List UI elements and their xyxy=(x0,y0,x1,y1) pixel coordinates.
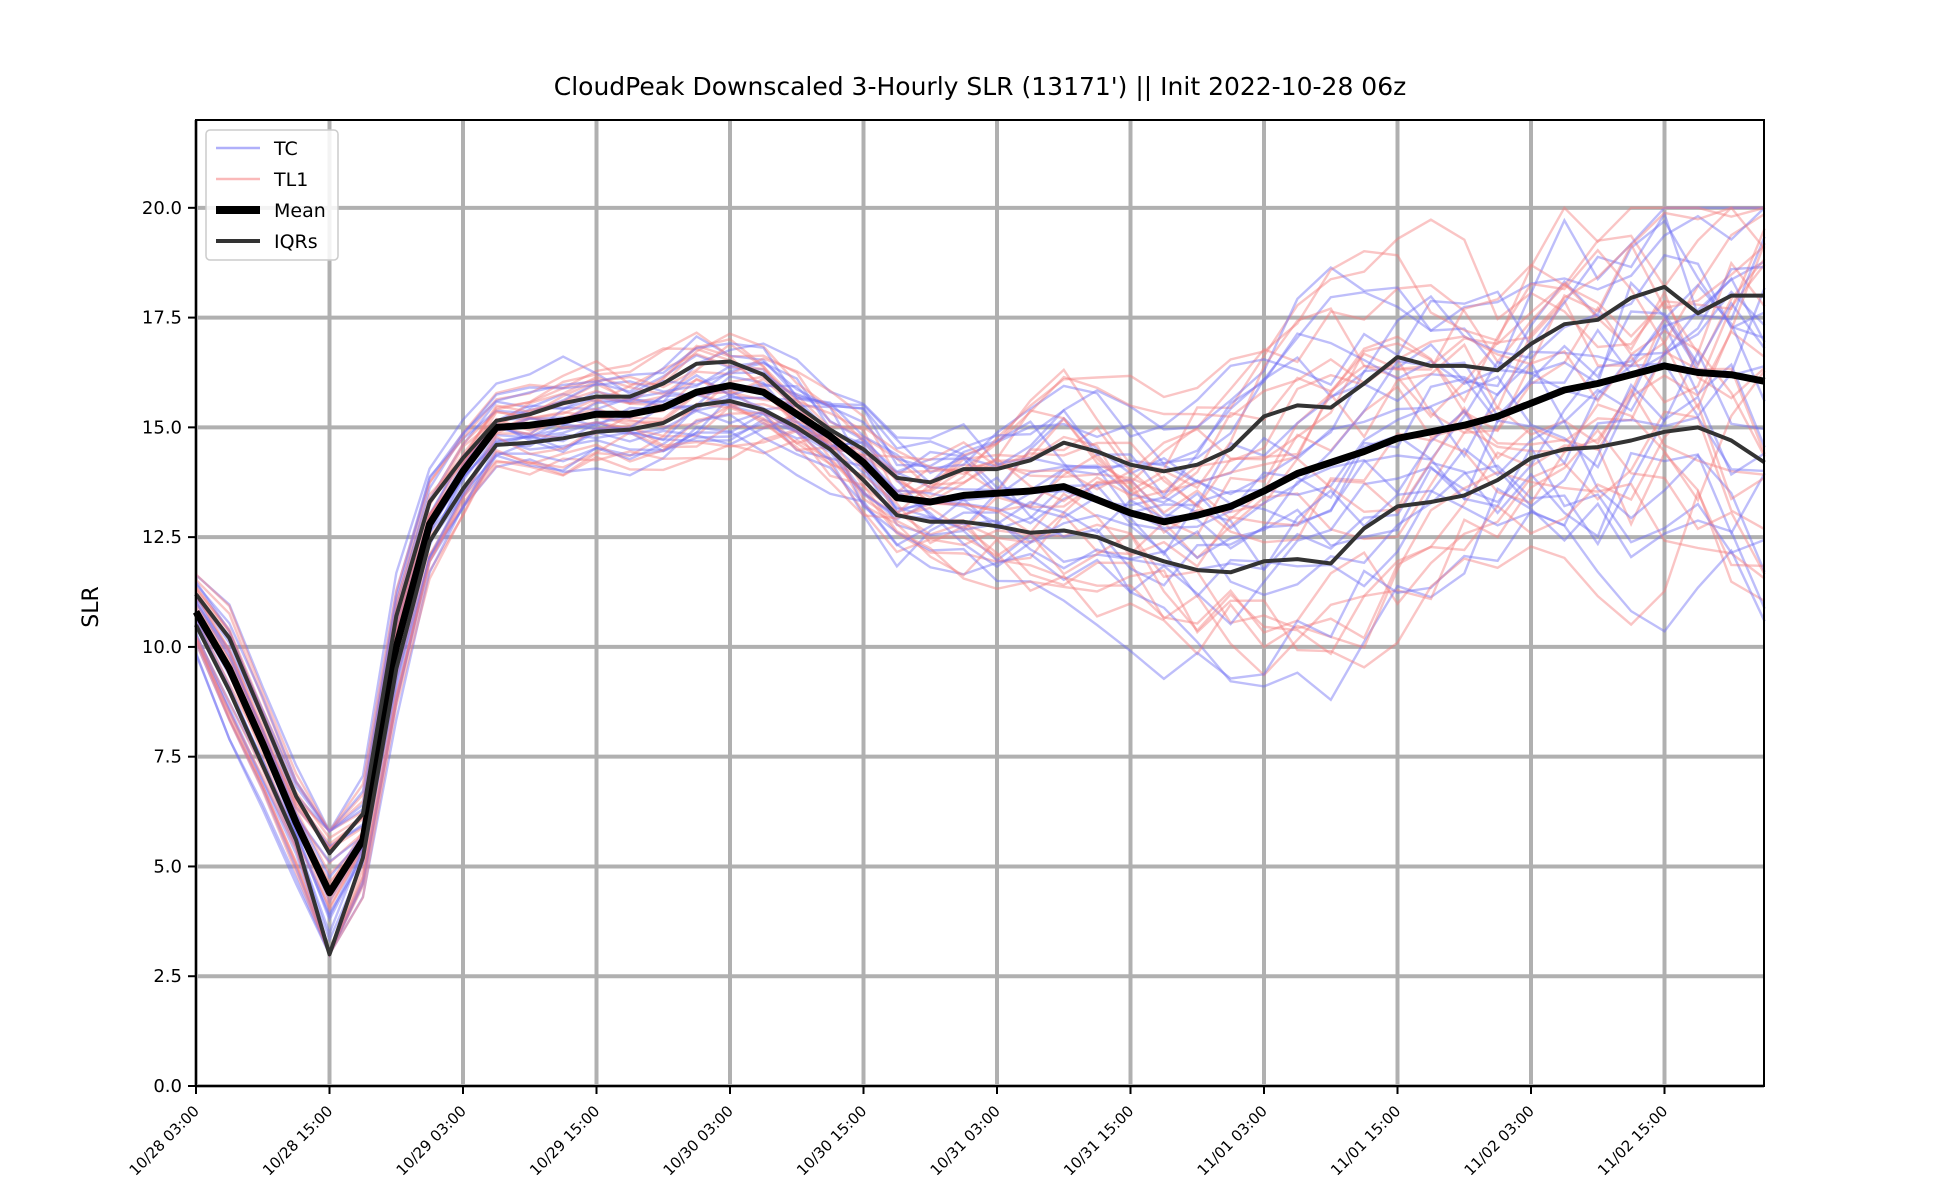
ensemble-member-line xyxy=(194,258,1766,889)
y-tick-label: 0.0 xyxy=(153,1076,182,1097)
legend-label: TL1 xyxy=(273,169,308,191)
legend-label: TC xyxy=(273,138,298,160)
legend-label: Mean xyxy=(274,200,326,222)
ensemble-member-line xyxy=(194,421,1766,957)
ensemble-member-line xyxy=(194,410,1766,958)
x-tick-label: 10/28 15:00 xyxy=(259,1102,336,1179)
ensemble-member-line xyxy=(194,395,1766,958)
x-tick-label: 10/30 03:00 xyxy=(660,1102,737,1179)
ensemble-member-line xyxy=(195,280,1765,833)
iqr-line xyxy=(194,399,1766,957)
y-tick-label: 15.0 xyxy=(142,417,182,438)
series-lines xyxy=(192,284,1766,957)
ensemble-member-line xyxy=(194,411,1765,957)
x-tick-label: 10/30 15:00 xyxy=(793,1102,870,1179)
x-tick-label: 10/31 15:00 xyxy=(1060,1102,1137,1179)
ensemble-member-line xyxy=(194,329,1766,865)
ensemble-member-line xyxy=(195,206,1765,834)
legend-box xyxy=(205,129,339,261)
x-tick-label: 11/02 03:00 xyxy=(1461,1102,1538,1179)
legend-label: IQRs xyxy=(274,231,318,253)
y-axis-ticks: 0.0 2.5 5.0 7.5 10.0 12.5 15.0 17.5 20.0 xyxy=(142,198,196,1097)
y-tick-label: 12.5 xyxy=(142,527,182,548)
mean-line xyxy=(192,362,1766,897)
y-tick-label: 5.0 xyxy=(153,856,182,877)
x-tick-label: 10/31 03:00 xyxy=(927,1102,1004,1179)
ensemble-member-line xyxy=(194,276,1766,916)
ensemble-member-line xyxy=(195,206,1766,834)
ensemble-member-line xyxy=(194,396,1766,959)
ensemble-member-line xyxy=(195,253,1766,849)
ensemble-member-line xyxy=(194,402,1766,958)
legend: TC TL1 Mean IQRs xyxy=(205,129,339,261)
x-tick-label: 11/01 15:00 xyxy=(1327,1102,1404,1179)
ensemble-member-line xyxy=(194,418,1766,958)
chart-title: CloudPeak Downscaled 3-Hourly SLR (13171… xyxy=(554,72,1406,101)
plot-frame xyxy=(195,119,1765,1087)
ensemble-member-line xyxy=(194,415,1766,958)
ensemble-member-line xyxy=(194,283,1766,895)
x-tick-label: 10/29 03:00 xyxy=(393,1102,470,1179)
y-tick-label: 2.5 xyxy=(153,966,182,987)
ensemble-member-line xyxy=(194,426,1766,958)
grid-lines xyxy=(194,120,1764,1088)
y-tick-label: 10.0 xyxy=(142,637,182,658)
ensemble-member-line xyxy=(195,211,1766,833)
y-tick-label: 7.5 xyxy=(153,747,182,768)
ensemble-member-line xyxy=(194,428,1766,958)
y-axis-label: SLR xyxy=(79,586,104,628)
x-tick-label: 11/01 03:00 xyxy=(1194,1102,1271,1179)
y-tick-label: 17.5 xyxy=(142,308,182,329)
y-tick-label: 20.0 xyxy=(142,198,182,219)
ensemble-member-line xyxy=(194,404,1766,958)
x-axis-ticks: 10/28 03:00 10/28 15:00 10/29 03:00 10/29 1… xyxy=(126,1086,1671,1179)
ensemble-member-line xyxy=(194,412,1766,958)
ensemble-member-line xyxy=(195,228,1766,833)
x-tick-label: 11/02 15:00 xyxy=(1594,1102,1671,1179)
x-tick-label: 10/28 03:00 xyxy=(126,1102,203,1179)
ensemble-member-line xyxy=(195,205,1765,834)
iqr-line xyxy=(194,284,1765,856)
x-tick-label: 10/29 15:00 xyxy=(526,1102,603,1179)
ensemble-member-line xyxy=(195,263,1766,851)
